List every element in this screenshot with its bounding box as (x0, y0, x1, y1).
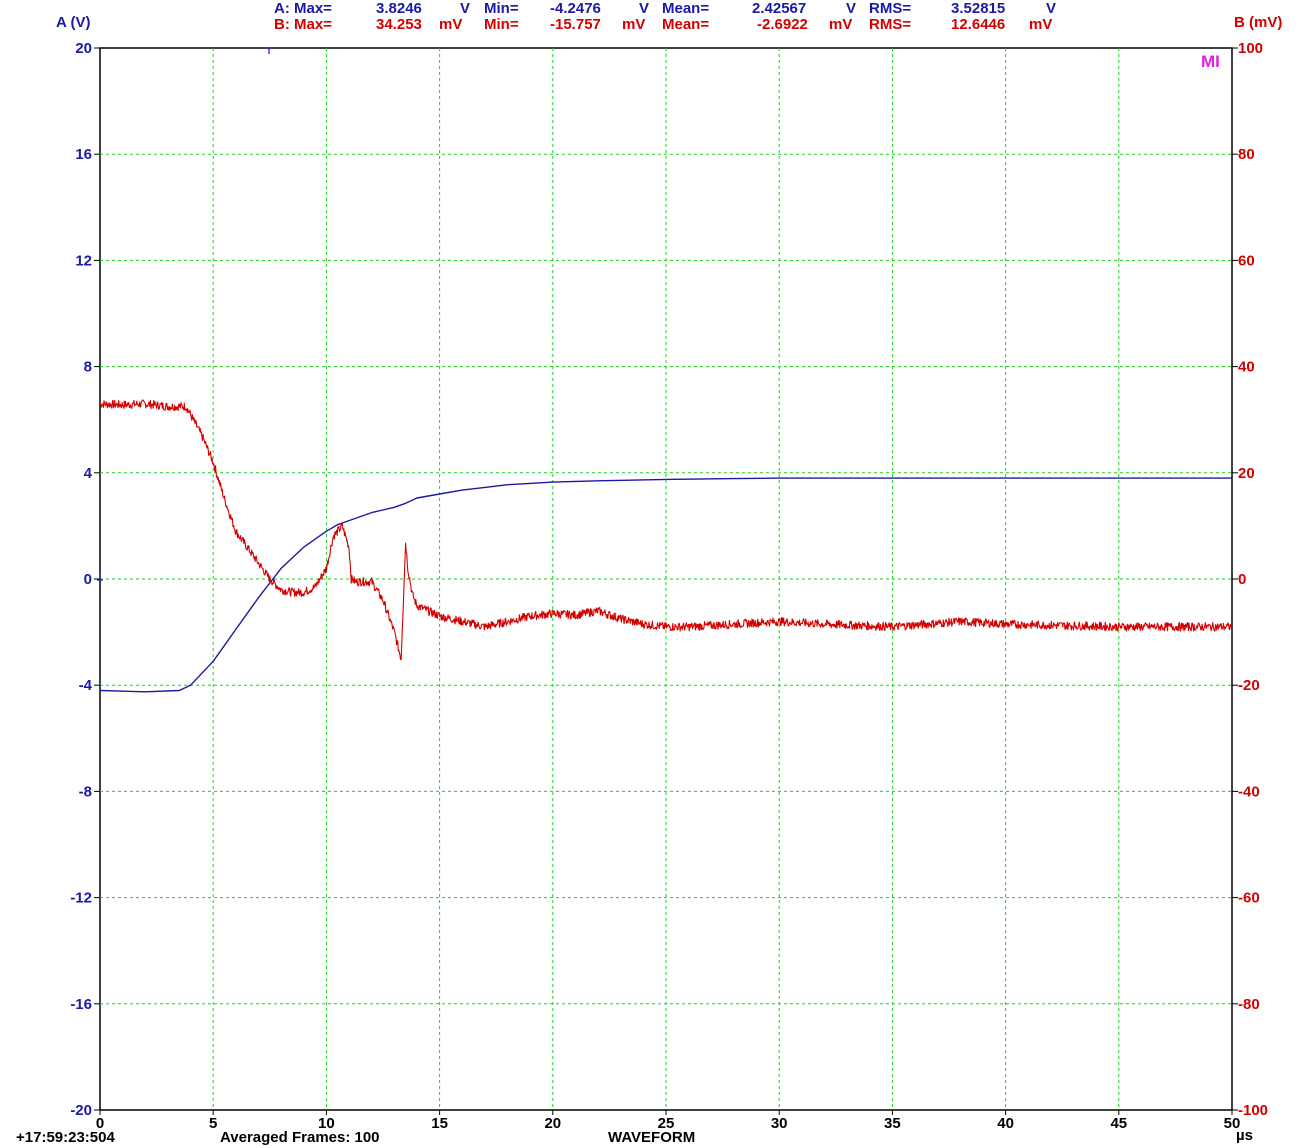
x-tick-label: 40 (997, 1115, 1014, 1132)
x-tick-label: 45 (1110, 1115, 1127, 1132)
right-tick-label: 40 (1238, 359, 1255, 376)
channel-b-stats: B: Max= 34.253 mV Min= -15.757 mV Mean= … (274, 16, 1052, 33)
left-tick-label: 4 (84, 465, 93, 482)
channel-a-max-value: 3.8246 (376, 0, 422, 17)
channel-a-rms-value: 3.52815 (951, 0, 1005, 17)
channel-b-min-value: -15.757 (550, 16, 601, 33)
channel-b-min-label: Min= (484, 16, 519, 33)
left-tick-label: -16 (70, 996, 92, 1013)
right-tick-label: 100 (1238, 40, 1263, 57)
right-tick-label: -20 (1238, 677, 1260, 694)
channel-a-zero-marker (97, 572, 103, 581)
left-tick-label: 8 (84, 359, 92, 376)
channel-a-rms-unit: V (1046, 0, 1056, 17)
channel-a-mean-unit: V (846, 0, 856, 17)
left-tick-label: -12 (70, 890, 92, 907)
x-tick-label: 25 (658, 1115, 675, 1132)
left-tick-label: -20 (70, 1102, 92, 1119)
channel-b-mean-label: Mean= (662, 16, 709, 33)
right-tick-label: -60 (1238, 890, 1260, 907)
right-tick-label: 60 (1238, 252, 1255, 269)
x-tick-label: 20 (544, 1115, 561, 1132)
right-tick-label: 0 (1238, 571, 1246, 588)
channel-a-mean-label: Mean= (662, 0, 709, 17)
left-axis-label: A (V) (56, 14, 90, 31)
grid-lines (100, 48, 1232, 1110)
channel-b-trace (99, 399, 1233, 661)
channel-b-max-unit: mV (439, 16, 462, 33)
left-tick-label: 16 (75, 146, 92, 163)
series-group (99, 399, 1233, 693)
x-tick-label: 0 (96, 1115, 104, 1132)
channel-b-min-unit: mV (622, 16, 645, 33)
x-tick-label: 35 (884, 1115, 901, 1132)
right-axis-label: B (mV) (1234, 14, 1282, 31)
right-tick-label: -40 (1238, 783, 1260, 800)
channel-a-max-unit: V (460, 0, 470, 17)
left-tick-label: -8 (79, 783, 92, 800)
channel-b-rms-value: 12.6446 (951, 16, 1005, 33)
left-tick-label: -4 (79, 677, 93, 694)
right-tick-label: -100 (1238, 1102, 1268, 1119)
channel-b-rms-unit: mV (1029, 16, 1052, 33)
left-axis-ticks: 20 16 12 8 4 0 -4 -8 -12 -16 -20 (70, 40, 100, 1119)
channel-b-rms-label: RMS= (869, 16, 911, 33)
x-tick-label: 10 (318, 1115, 335, 1132)
timestamp: +17:59:23:504 (16, 1129, 115, 1146)
channel-a-rms-label: RMS= (869, 0, 911, 17)
channel-a-min-unit: V (639, 0, 649, 17)
channel-a-max-label: A: Max= (274, 0, 332, 17)
x-tick-label: 5 (209, 1115, 217, 1132)
averaged-frames: Averaged Frames: 100 (220, 1129, 380, 1146)
left-tick-label: 20 (75, 40, 92, 57)
x-axis-unit-label: µs (1236, 1127, 1253, 1144)
channel-b-mean-value: -2.6922 (757, 16, 808, 33)
channel-a-trace (99, 477, 1232, 693)
right-axis-ticks: 100 80 60 40 20 0 -20 -40 -60 -80 -100 (1232, 40, 1268, 1119)
left-tick-label: 0 (84, 571, 92, 588)
right-tick-label: 20 (1238, 465, 1255, 482)
channel-b-max-value: 34.253 (376, 16, 422, 33)
channel-a-stats: A: Max= 3.8246 V Min= -4.2476 V Mean= 2.… (274, 0, 1056, 17)
channel-a-mean-value: 2.42567 (752, 0, 806, 17)
left-tick-label: 12 (75, 252, 92, 269)
x-tick-label: 30 (771, 1115, 788, 1132)
display-mode: WAVEFORM (608, 1129, 695, 1146)
measurement-marker-label: MI (1201, 52, 1220, 71)
channel-a-min-label: Min= (484, 0, 519, 17)
right-tick-label: 80 (1238, 146, 1255, 163)
channel-a-trigger-marker (265, 47, 273, 54)
right-tick-label: -80 (1238, 996, 1260, 1013)
x-tick-label: 50 (1224, 1115, 1241, 1132)
channel-b-mean-unit: mV (829, 16, 852, 33)
x-tick-label: 15 (431, 1115, 448, 1132)
channel-b-max-label: B: Max= (274, 16, 332, 33)
x-axis-ticks: 0 5 10 15 20 25 30 35 40 45 50 (96, 1110, 1241, 1132)
channel-a-min-value: -4.2476 (550, 0, 601, 17)
